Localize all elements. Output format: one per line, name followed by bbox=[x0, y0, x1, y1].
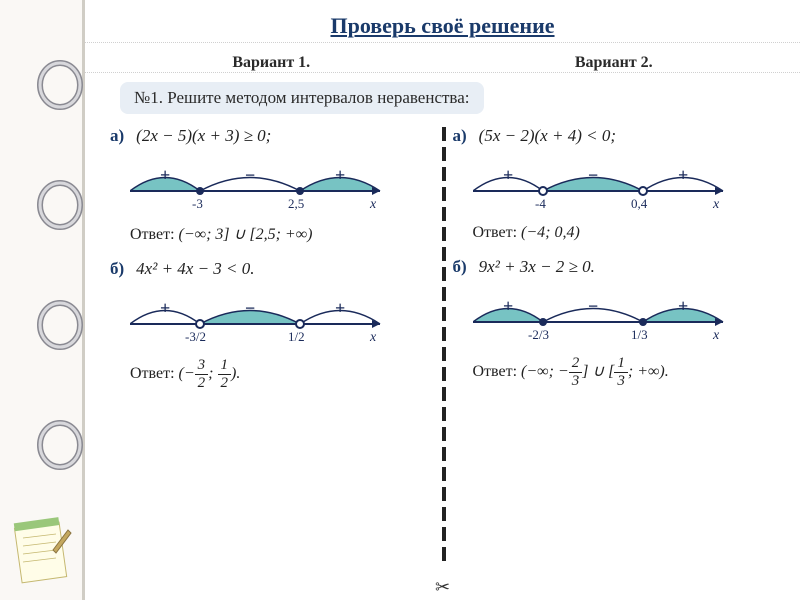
column-variant-1: а) (2x − 5)(x + 3) ≥ 0; + − bbox=[100, 126, 443, 407]
variants-row: Вариант 1. Вариант 2. bbox=[100, 54, 785, 72]
answer-value: (−4; 0,4) bbox=[521, 224, 580, 241]
svg-text:−: − bbox=[588, 296, 598, 316]
svg-text:−: − bbox=[588, 165, 598, 185]
problem-formula: 4x² + 4x − 3 < 0. bbox=[136, 259, 254, 278]
svg-text:+: + bbox=[160, 165, 170, 185]
column-variant-2: а) (5x − 2)(x + 4) < 0; + − + bbox=[443, 126, 786, 407]
answer-value: (−∞; −23] ∪ [13; +∞). bbox=[521, 363, 669, 380]
svg-text:+: + bbox=[678, 296, 688, 316]
notepad-icon bbox=[8, 510, 78, 590]
cut-divider bbox=[442, 121, 444, 561]
svg-text:+: + bbox=[678, 165, 688, 185]
problem-1b: б) 4x² + 4x − 3 < 0. + − + bbox=[110, 259, 433, 392]
svg-text:1/3: 1/3 bbox=[631, 327, 648, 342]
problem-1a: а) (2x − 5)(x + 3) ≥ 0; + − bbox=[110, 126, 433, 244]
ruled-line bbox=[85, 72, 800, 73]
variant-1-label: Вариант 1. bbox=[232, 54, 310, 72]
svg-text:-4: -4 bbox=[535, 196, 546, 211]
answer-2b: Ответ: (−∞; −23] ∪ [13; +∞). bbox=[473, 355, 776, 390]
binder-edge bbox=[0, 0, 85, 600]
numberline-2a: + − + -4 0,4 x bbox=[473, 156, 733, 216]
numberline-1a: + − + -3 2,5 x bbox=[130, 156, 390, 216]
problem-2a: а) (5x − 2)(x + 4) < 0; + − + bbox=[453, 126, 776, 242]
problem-formula: (2x − 5)(x + 3) ≥ 0; bbox=[136, 126, 271, 145]
svg-text:x: x bbox=[712, 328, 720, 343]
svg-text:0,4: 0,4 bbox=[631, 196, 648, 211]
svg-text:+: + bbox=[335, 298, 345, 318]
problem-formula: (5x − 2)(x + 4) < 0; bbox=[479, 126, 616, 145]
binder-ring bbox=[35, 300, 85, 350]
ruled-line bbox=[85, 42, 800, 43]
svg-text:−: − bbox=[245, 298, 255, 318]
binder-ring bbox=[35, 180, 85, 230]
svg-text:x: x bbox=[712, 197, 720, 212]
answer-1b: Ответ: (−32; 12). bbox=[130, 357, 433, 392]
page-title: Проверь своё решение bbox=[100, 13, 785, 39]
svg-text:2,5: 2,5 bbox=[288, 196, 304, 211]
problem-label: б) bbox=[110, 259, 124, 279]
svg-text:+: + bbox=[503, 165, 513, 185]
svg-text:+: + bbox=[160, 298, 170, 318]
binder-ring bbox=[35, 420, 85, 470]
problem-2b: б) 9x² + 3x − 2 ≥ 0. + − bbox=[453, 257, 776, 390]
answer-value: (−32; 12). bbox=[179, 365, 241, 382]
svg-text:−: − bbox=[245, 165, 255, 185]
page: Проверь своё решение Вариант 1. Вариант … bbox=[85, 0, 800, 600]
svg-text:+: + bbox=[335, 165, 345, 185]
svg-text:-2/3: -2/3 bbox=[528, 327, 549, 342]
content-area: а) (2x − 5)(x + 3) ≥ 0; + − bbox=[100, 126, 785, 407]
answer-1a: Ответ: (−∞; 3] ∪ [2,5; +∞) bbox=[130, 224, 433, 244]
numberline-2b: + − + -2/3 1/3 x bbox=[473, 287, 733, 347]
svg-text:-3/2: -3/2 bbox=[185, 329, 206, 344]
svg-text:-3: -3 bbox=[192, 196, 203, 211]
instruction: №1. Решите методом интервалов неравенств… bbox=[120, 82, 484, 114]
svg-text:1/2: 1/2 bbox=[288, 329, 305, 344]
problem-formula: 9x² + 3x − 2 ≥ 0. bbox=[479, 257, 595, 276]
scissors-icon: ✂ bbox=[435, 577, 450, 598]
answer-value: (−∞; 3] ∪ [2,5; +∞) bbox=[179, 226, 313, 243]
svg-text:+: + bbox=[503, 296, 513, 316]
svg-text:x: x bbox=[369, 330, 377, 345]
problem-label: б) bbox=[453, 257, 467, 277]
numberline-1b: + − + -3/2 1/2 x bbox=[130, 289, 390, 349]
answer-2a: Ответ: (−4; 0,4) bbox=[473, 224, 776, 242]
svg-text:x: x bbox=[369, 197, 377, 212]
binder-ring bbox=[35, 60, 85, 110]
problem-label: а) bbox=[110, 126, 124, 146]
problem-label: а) bbox=[453, 126, 467, 146]
variant-2-label: Вариант 2. bbox=[575, 54, 653, 72]
